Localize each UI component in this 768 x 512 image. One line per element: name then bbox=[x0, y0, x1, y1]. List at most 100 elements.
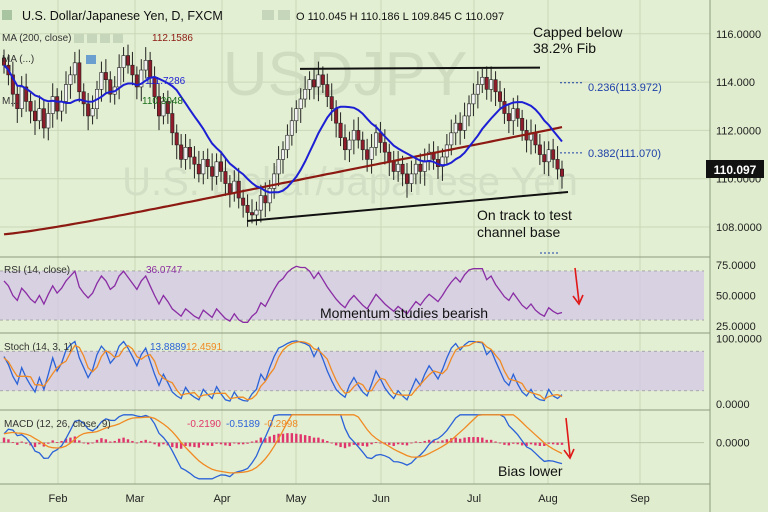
macd-bar bbox=[86, 442, 90, 445]
last-price-value: 110.097 bbox=[714, 163, 757, 177]
close-icon[interactable] bbox=[100, 34, 110, 43]
candle bbox=[223, 171, 228, 184]
candle bbox=[480, 76, 485, 85]
macd-bar bbox=[405, 442, 409, 446]
eye-icon[interactable] bbox=[262, 10, 274, 20]
macd-bar bbox=[157, 442, 161, 447]
candle bbox=[285, 134, 290, 151]
more-icon[interactable] bbox=[113, 34, 123, 43]
candle bbox=[130, 64, 135, 76]
candle bbox=[351, 130, 356, 141]
macd-bar bbox=[259, 437, 263, 443]
macd-bar bbox=[458, 438, 462, 443]
candle bbox=[157, 96, 162, 117]
watermark-symbol: USDJPY bbox=[223, 40, 468, 109]
macd-bar bbox=[117, 438, 121, 443]
candle bbox=[214, 161, 219, 177]
macd-bar bbox=[520, 442, 524, 446]
macd-bar bbox=[171, 442, 174, 448]
x-tick-label: Mar bbox=[126, 493, 145, 505]
settings-icon[interactable] bbox=[87, 34, 97, 43]
candle bbox=[449, 132, 454, 146]
candle bbox=[542, 154, 547, 163]
macd-bar bbox=[233, 442, 236, 444]
macd-bar bbox=[516, 442, 519, 445]
candle bbox=[511, 108, 516, 122]
macd-bar bbox=[179, 442, 183, 449]
macd-bar bbox=[348, 442, 351, 447]
macd-bar bbox=[215, 442, 218, 444]
annotation-capped: Capped below bbox=[533, 24, 623, 40]
macd-bar bbox=[51, 440, 54, 443]
macd-bar bbox=[445, 439, 449, 443]
macd-bar bbox=[100, 438, 103, 443]
macd-bar bbox=[148, 441, 152, 443]
fib-levels bbox=[540, 82, 582, 254]
candle bbox=[559, 168, 564, 177]
x-tick-label: Feb bbox=[49, 493, 68, 505]
macd-bar bbox=[38, 442, 41, 445]
candle bbox=[391, 161, 396, 172]
macd-bar bbox=[210, 442, 214, 446]
annotation-channel: On track to test bbox=[477, 207, 572, 223]
stoch-band bbox=[0, 351, 704, 391]
macd-bar bbox=[560, 442, 564, 445]
candle bbox=[409, 173, 414, 184]
candle bbox=[497, 91, 502, 102]
candle bbox=[506, 113, 511, 122]
macd-bar bbox=[529, 442, 533, 445]
macd-bar bbox=[357, 442, 360, 446]
macd-bar bbox=[109, 441, 112, 443]
candle bbox=[347, 139, 352, 151]
macd-bar bbox=[436, 441, 440, 443]
macd-bar bbox=[268, 436, 271, 443]
candle bbox=[272, 173, 277, 189]
x-axis-ticks: Feb Mar Apr May Jun Jul Aug Sep bbox=[49, 493, 650, 505]
macd-bar bbox=[489, 439, 493, 443]
macd-bar bbox=[299, 434, 302, 443]
ma2-value: 111.7286 bbox=[145, 76, 186, 87]
candle bbox=[170, 113, 175, 134]
x-tick-label: Jun bbox=[372, 493, 390, 505]
ma3-value: 110.3048 bbox=[142, 96, 183, 107]
candle bbox=[10, 74, 15, 95]
stoch-k-line bbox=[3, 340, 563, 402]
macd-bar bbox=[547, 442, 550, 444]
candle bbox=[418, 163, 423, 172]
x-tick-label: Aug bbox=[538, 493, 558, 505]
candle bbox=[280, 149, 285, 160]
candle bbox=[471, 93, 476, 105]
y-tick-label: 112.0000 bbox=[716, 125, 761, 137]
candle bbox=[72, 62, 77, 76]
arrow-head bbox=[572, 294, 584, 306]
settings-icon[interactable] bbox=[278, 10, 290, 20]
macd-bar bbox=[126, 439, 130, 443]
candle bbox=[174, 132, 179, 146]
collapse-arrow-icon[interactable] bbox=[2, 10, 12, 20]
macd-bar bbox=[78, 440, 81, 443]
candle bbox=[458, 122, 463, 131]
macd-bar bbox=[534, 442, 537, 446]
candle bbox=[311, 79, 316, 88]
macd-bar bbox=[485, 439, 488, 443]
candle bbox=[413, 163, 418, 175]
rsi-line bbox=[3, 265, 563, 323]
macd-bar bbox=[392, 442, 395, 446]
candle bbox=[382, 142, 387, 153]
macd-bar bbox=[290, 433, 294, 443]
macd-bar bbox=[122, 437, 125, 443]
macd-bar bbox=[339, 442, 342, 448]
candle bbox=[32, 110, 37, 122]
rsi-value: 36.0747 bbox=[146, 265, 183, 276]
candle bbox=[232, 180, 237, 194]
eye-icon[interactable] bbox=[86, 55, 96, 64]
macd-bar bbox=[69, 437, 72, 443]
candle bbox=[121, 55, 126, 68]
chart-header: U.S. Dollar/Japanese Yen, D, FXCM O 110.… bbox=[2, 9, 504, 23]
candle bbox=[68, 74, 73, 85]
stoch-d-line bbox=[3, 340, 563, 401]
candle bbox=[320, 74, 325, 85]
macd-bar bbox=[193, 442, 196, 448]
candle bbox=[205, 159, 210, 167]
eye-icon[interactable] bbox=[74, 34, 84, 43]
